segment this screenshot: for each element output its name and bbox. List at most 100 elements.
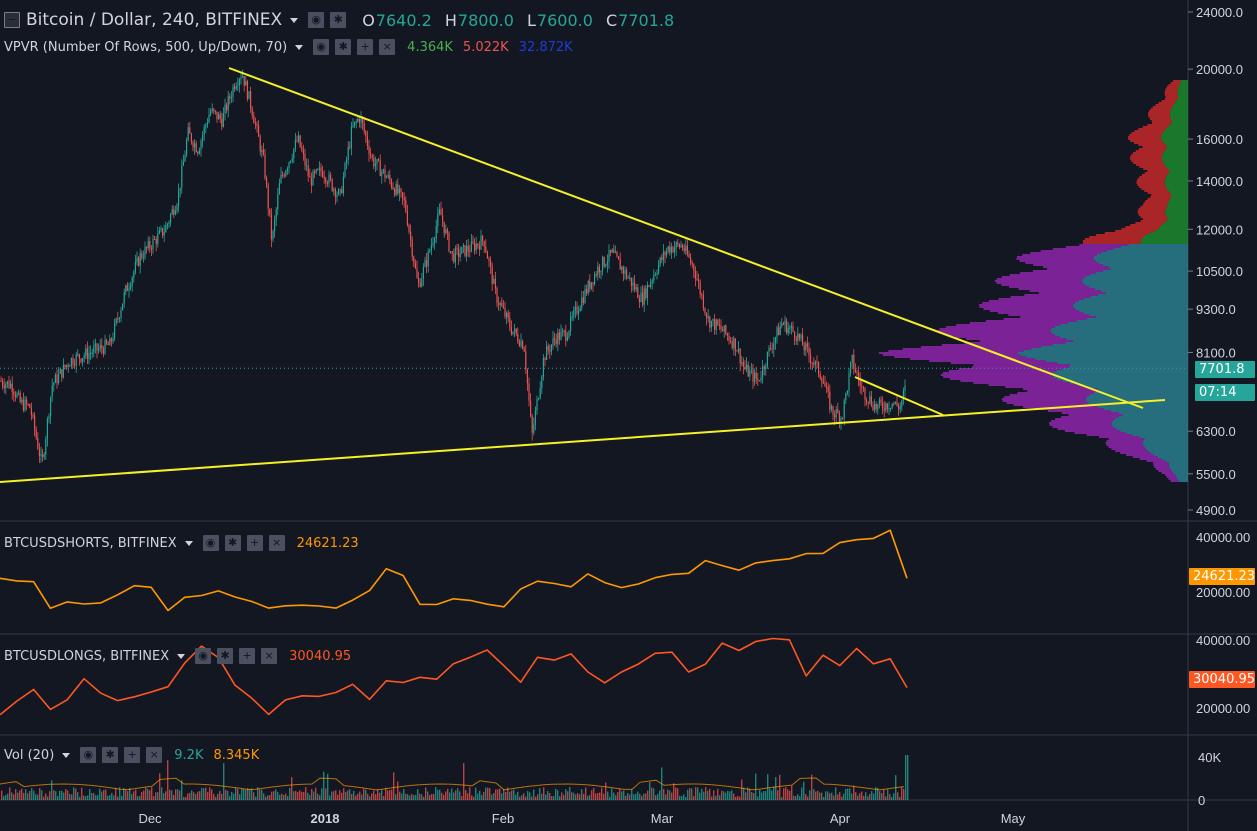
volume-bar <box>259 789 261 800</box>
collapse-icon[interactable]: − <box>4 12 20 28</box>
vpvr-row-up <box>1168 190 1188 192</box>
volume-bar <box>851 793 853 800</box>
candle-body <box>190 133 192 143</box>
chevron-down-icon[interactable] <box>290 17 299 23</box>
eye-icon[interactable]: ◉ <box>308 12 325 28</box>
candle-body <box>99 345 101 349</box>
vpvr-row-up <box>1167 218 1188 220</box>
close-icon[interactable]: × <box>261 648 278 664</box>
candle-body <box>123 292 125 304</box>
candle-body <box>246 81 248 100</box>
candle-body <box>258 125 260 137</box>
eye-icon[interactable]: ◉ <box>202 535 219 551</box>
vpvr-row-down <box>1115 230 1156 232</box>
volume-bar <box>443 794 445 800</box>
candle-body <box>858 372 860 380</box>
candle-body <box>720 325 722 330</box>
volume-bar <box>787 789 789 800</box>
chevron-down-icon[interactable] <box>177 653 186 659</box>
vpvr-row-down <box>1050 420 1113 422</box>
vpvr-row-up <box>1161 224 1188 226</box>
volume-label[interactable]: Vol (20) <box>4 747 55 763</box>
candle-body <box>214 110 216 112</box>
plus-icon[interactable]: + <box>246 535 263 551</box>
plus-icon[interactable]: + <box>357 39 374 55</box>
volume-bar <box>653 788 655 800</box>
vpvr-row-down <box>1147 192 1170 194</box>
candle-body <box>373 157 375 167</box>
volume-bar <box>45 793 47 800</box>
candle-body <box>179 187 181 191</box>
vpvr-row-up <box>1170 196 1188 198</box>
chevron-down-icon[interactable] <box>62 752 71 758</box>
volume-bar <box>209 787 211 800</box>
chevron-down-icon[interactable] <box>295 44 304 50</box>
vpvr-row-up <box>1111 424 1188 426</box>
volume-bar <box>889 794 891 800</box>
vpvr-row-down <box>1168 84 1180 86</box>
eye-icon[interactable]: ◉ <box>195 648 212 664</box>
candle-body <box>237 85 239 87</box>
volume-bar <box>233 793 235 800</box>
candle-body <box>763 366 765 370</box>
shorts-label[interactable]: BTCUSDSHORTS, BITFINEX <box>4 535 177 551</box>
gear-icon[interactable]: ✱ <box>335 39 352 55</box>
candle-body <box>78 354 80 359</box>
vpvr-row-down <box>1149 118 1171 120</box>
volume-bar <box>13 794 15 800</box>
candle-body <box>472 241 474 243</box>
vpvr-row-down <box>1064 430 1121 432</box>
vpvr-row-down <box>1068 414 1123 416</box>
candle-body <box>19 392 21 403</box>
eye-icon[interactable]: ◉ <box>80 747 97 763</box>
candle-body <box>867 401 869 403</box>
gear-icon[interactable]: ✱ <box>102 747 119 763</box>
vpvr-row-up <box>1139 436 1188 438</box>
vpvr-row-up <box>1165 144 1188 146</box>
volume-bar <box>341 792 343 800</box>
volume-bar <box>47 796 49 800</box>
volume-bar <box>897 792 899 800</box>
candle-body <box>790 326 792 328</box>
volume-bar <box>573 792 575 800</box>
eye-icon[interactable]: ◉ <box>313 39 330 55</box>
gear-icon[interactable]: ✱ <box>224 535 241 551</box>
volume-bar <box>19 790 21 800</box>
symbol-title[interactable]: Bitcoin / Dollar, 240, BITFINEX <box>26 10 283 30</box>
volume-bar <box>437 789 439 800</box>
vpvr-row-up <box>1173 104 1188 106</box>
vpvr-row-up <box>1177 96 1188 98</box>
chevron-down-icon[interactable] <box>184 540 193 546</box>
candle-body <box>219 114 221 119</box>
candle-body <box>75 354 77 366</box>
vpvr-row-down <box>1136 180 1165 182</box>
vpvr-row-down <box>1019 260 1096 262</box>
vpvr-label[interactable]: VPVR (Number Of Rows, 500, Up/Down, 70) <box>4 39 288 55</box>
plus-icon[interactable]: + <box>124 747 141 763</box>
longs-label[interactable]: BTCUSDLONGS, BITFINEX <box>4 648 170 664</box>
vpvr-row-down <box>1001 284 1086 286</box>
vpvr-row-down <box>1161 472 1174 474</box>
volume-bar <box>185 796 187 800</box>
candle-body <box>787 327 789 334</box>
vpvr-row-up <box>1023 350 1188 352</box>
price-tick-label: 5500.0 <box>1196 467 1236 482</box>
candle-body <box>531 415 533 433</box>
volume-bar <box>67 790 69 800</box>
gear-icon[interactable]: ✱ <box>217 648 234 664</box>
plus-icon[interactable]: + <box>239 648 256 664</box>
vpvr-row-down <box>1009 394 1090 396</box>
volume-bar <box>71 794 73 800</box>
vpvr-row-down <box>979 304 1074 306</box>
close-icon[interactable]: × <box>268 535 285 551</box>
candle-body <box>181 165 183 188</box>
close-icon[interactable]: × <box>379 39 396 55</box>
vpvr-row-up <box>1052 344 1188 346</box>
candle-body <box>475 243 477 251</box>
candle-body <box>437 213 439 227</box>
gear-icon[interactable]: ✱ <box>330 12 347 28</box>
close-icon[interactable]: × <box>146 747 163 763</box>
candle-body <box>904 385 906 391</box>
candle-body <box>645 288 647 299</box>
